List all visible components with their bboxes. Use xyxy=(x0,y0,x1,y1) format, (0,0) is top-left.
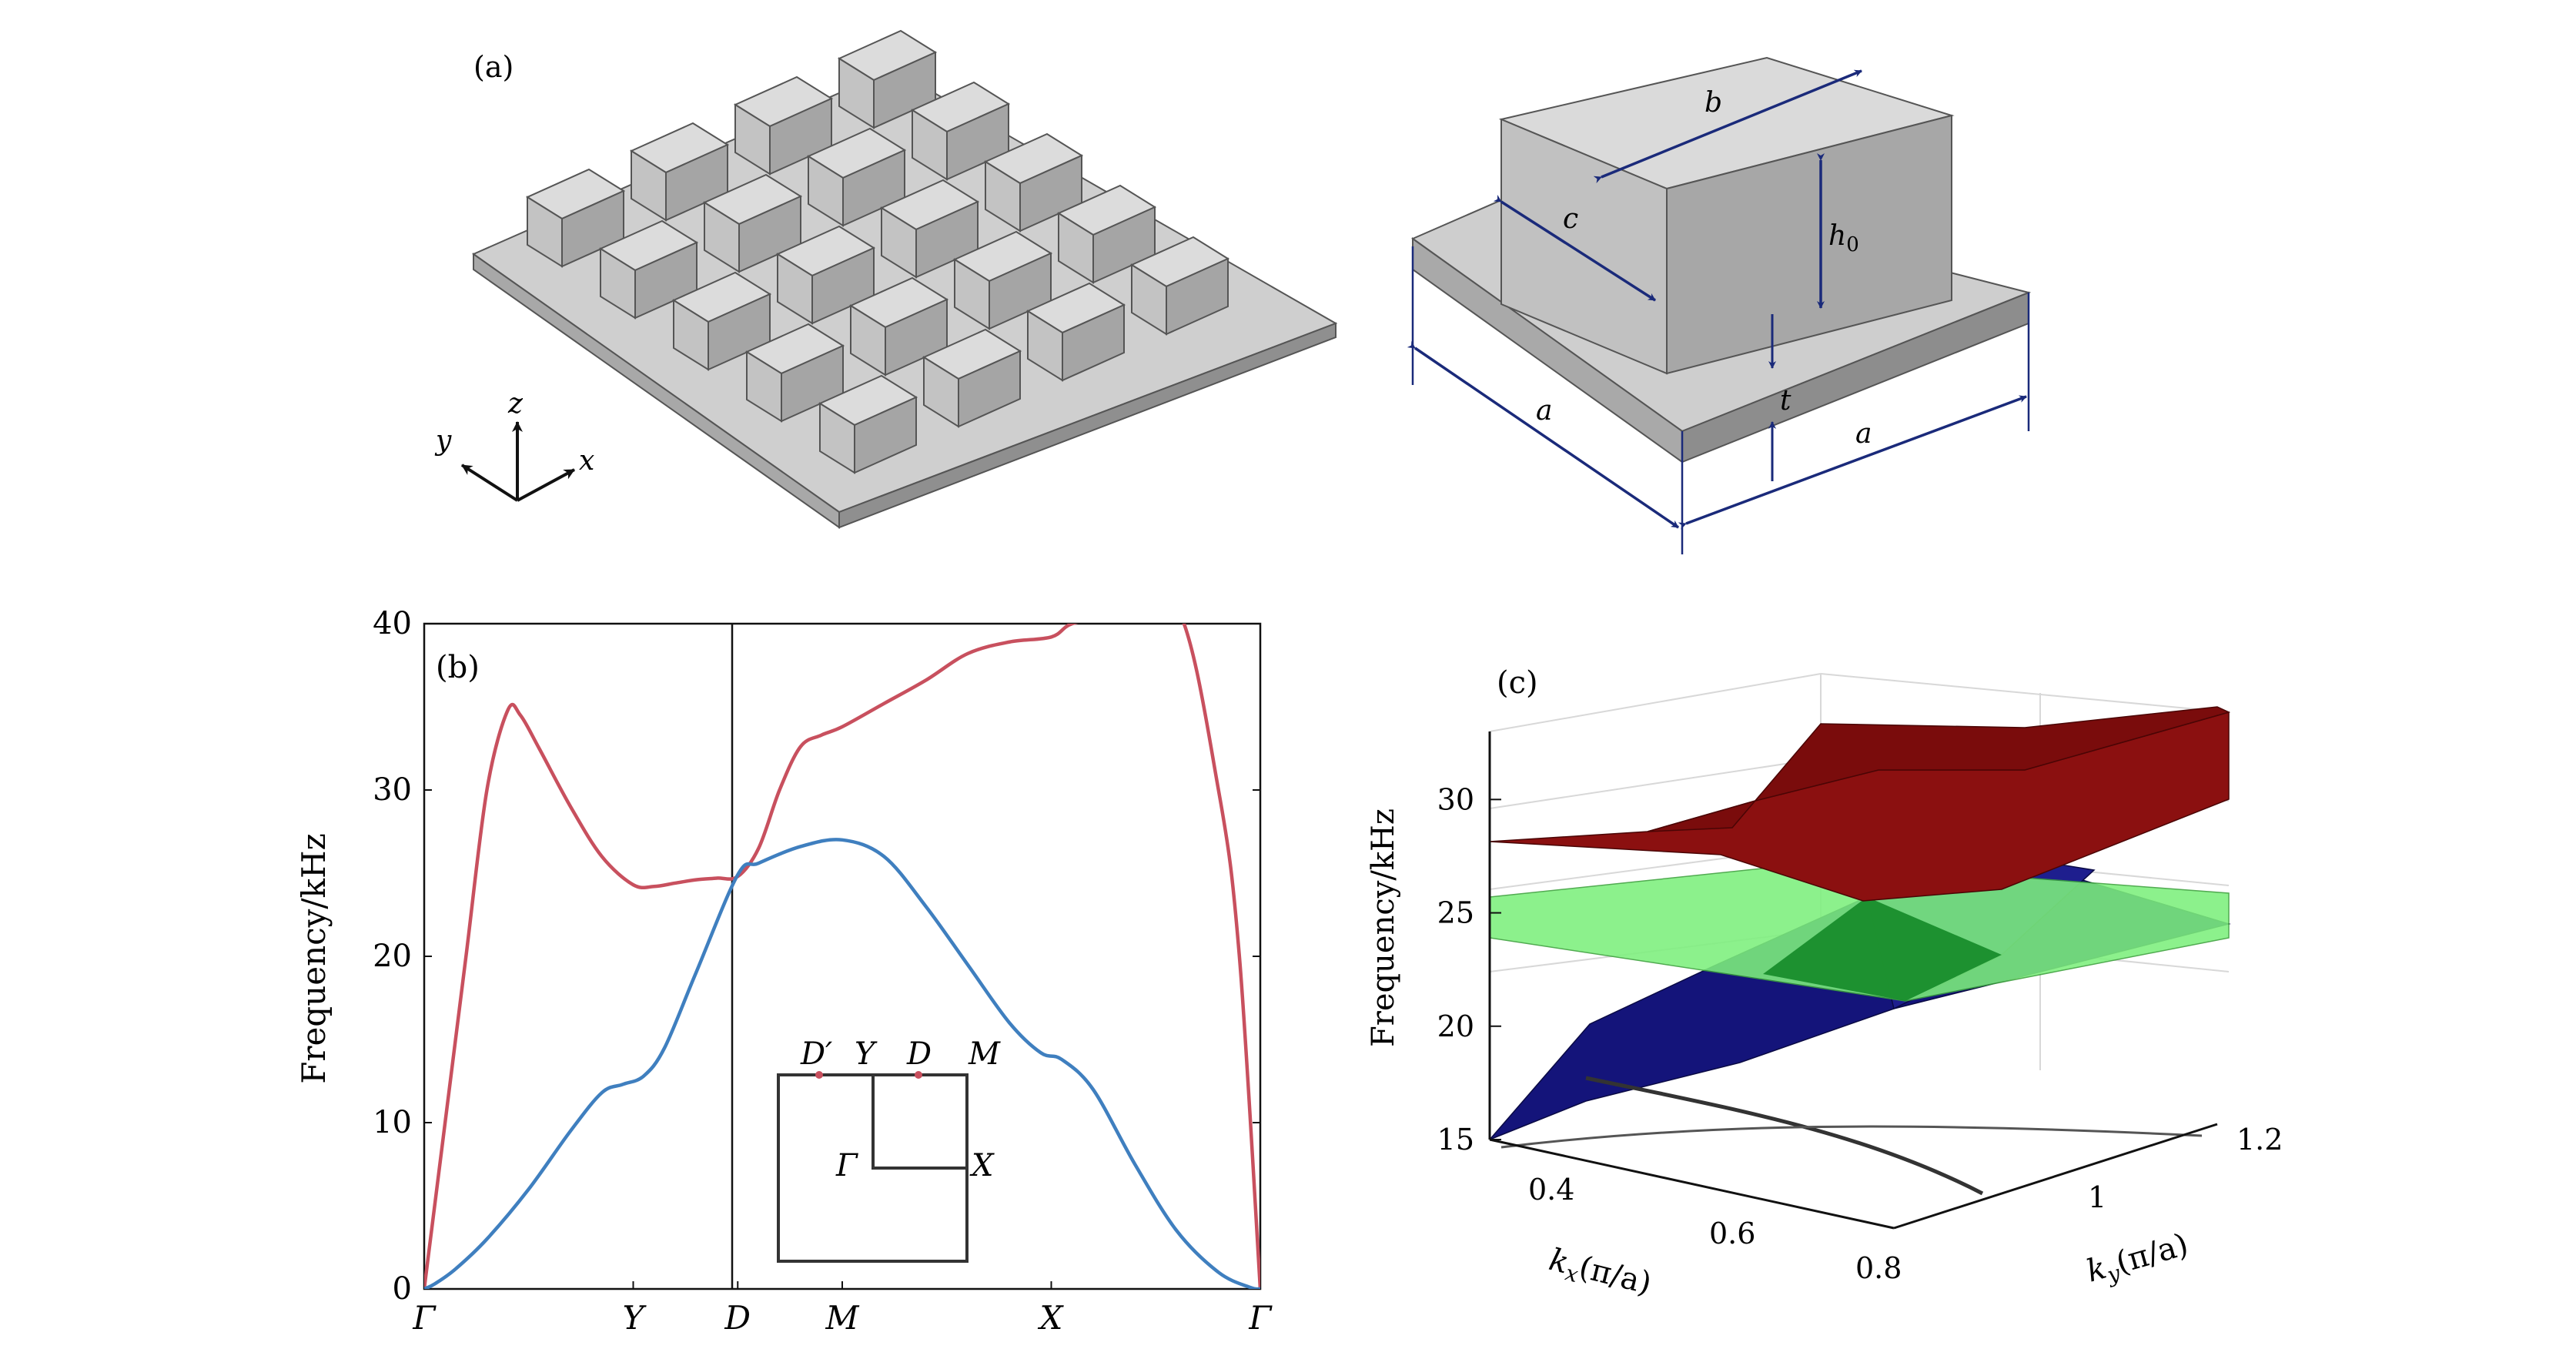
array-block xyxy=(806,127,907,227)
y-axis-label: y xyxy=(434,425,452,457)
x-tick-label: Γ xyxy=(1248,1299,1273,1337)
array-block xyxy=(910,81,1011,181)
array-block xyxy=(1129,236,1230,336)
series-lower-band xyxy=(424,838,1260,1289)
x-tick-label: X xyxy=(1038,1299,1065,1337)
inset-label-m: M xyxy=(968,1036,1001,1072)
y-ticks-b: 0 10 20 30 40 xyxy=(373,606,1260,1307)
y-tick-label: 20 xyxy=(373,939,412,974)
x-tick-label: M xyxy=(825,1299,859,1337)
z-tick-label: 15 xyxy=(1437,1123,1474,1157)
inset-label-y: Y xyxy=(855,1036,878,1072)
curve-lower-band-2 xyxy=(1500,1125,2203,1149)
kx-tick-0.4: 0.4 xyxy=(1528,1173,1574,1207)
z-axis-label: z xyxy=(507,388,524,420)
x-tick-label: D xyxy=(724,1299,751,1337)
block-array xyxy=(525,29,1230,474)
x-axis-label: x xyxy=(579,445,594,477)
panel-a: (a) z y x b c xyxy=(434,29,2032,554)
inset-marker-d-prime xyxy=(815,1071,823,1079)
series-b xyxy=(424,624,1260,1289)
y-axis-title-b: Frequency/kHz xyxy=(295,833,333,1084)
dim-t-label: t xyxy=(1780,385,1791,417)
inset-brillouin-zone: D′ Y D M Γ X xyxy=(777,1036,1001,1263)
ky-axis-title: ky(π/a) xyxy=(2083,1227,2193,1293)
z-tick-label: 30 xyxy=(1437,782,1474,816)
panel-c-label: (c) xyxy=(1497,665,1538,701)
y-tick-label: 0 xyxy=(393,1271,412,1307)
dim-a-right-arrow xyxy=(1678,395,2027,530)
dim-b-arrow xyxy=(1593,69,1862,184)
dim-b-label: b xyxy=(1705,87,1722,119)
array-block xyxy=(775,225,876,325)
panel-b-label: (b) xyxy=(436,650,480,685)
inset-label-x: X xyxy=(969,1148,995,1183)
z-axis-title-c: Frequency/kHz xyxy=(1366,808,1401,1047)
array-block xyxy=(952,230,1053,330)
array-block xyxy=(525,168,626,268)
inset-marker-d xyxy=(915,1071,922,1079)
y-axis-arrow xyxy=(460,464,519,502)
axes-triad: z y x xyxy=(434,388,594,502)
array-block xyxy=(818,374,918,474)
x-tick-label: Y xyxy=(623,1299,647,1337)
array-block xyxy=(922,328,1022,428)
surface-green-dark-overlap xyxy=(1763,897,2002,1001)
array-block xyxy=(879,179,980,279)
ky-tick-1.2: 1.2 xyxy=(2236,1123,2283,1157)
kx-tick-0.8: 0.8 xyxy=(1855,1251,1902,1285)
array-block xyxy=(671,271,772,371)
plate-array xyxy=(471,29,1338,529)
array-block xyxy=(744,323,845,423)
dim-a-right-label: a xyxy=(1855,418,1872,450)
curve-lower-band xyxy=(1585,1076,1984,1196)
array-block xyxy=(983,132,1084,233)
array-block xyxy=(1056,184,1157,284)
inset-path xyxy=(871,1075,967,1170)
plot-b-frame xyxy=(423,622,1262,1290)
x-axis-arrow xyxy=(517,468,575,502)
array-block xyxy=(629,122,730,222)
inset-label-d: D xyxy=(906,1036,932,1072)
kx-tick-0.6: 0.6 xyxy=(1709,1217,1755,1250)
surface-red-top xyxy=(1647,706,2231,832)
array-block xyxy=(733,75,834,176)
y-tick-label: 10 xyxy=(373,1105,412,1140)
z-tick-label: 25 xyxy=(1437,896,1474,930)
array-block xyxy=(848,276,949,377)
plate-front-right xyxy=(838,322,1337,529)
inset-label-d-prime: D′ xyxy=(800,1036,832,1072)
dim-a-left-arrow xyxy=(1407,340,1679,529)
x-tick-label: Γ xyxy=(412,1299,437,1337)
z-tick-label: 20 xyxy=(1437,1009,1474,1043)
ky-tick-1.0: 1 xyxy=(2088,1180,2106,1214)
panel-a-label: (a) xyxy=(473,50,514,84)
inset-label-gamma: Γ xyxy=(835,1148,858,1183)
dim-c-label: c xyxy=(1563,203,1578,235)
y-tick-label: 30 xyxy=(373,772,412,808)
unit-cell: b c h0 t a a xyxy=(1407,56,2032,554)
array-block xyxy=(702,173,803,273)
array-block xyxy=(598,219,699,320)
y-tick-label: 40 xyxy=(373,606,412,641)
kx-axis-title: kx(π/a) xyxy=(1544,1242,1654,1305)
dim-c-arrow xyxy=(1493,194,1656,302)
series-upper-band xyxy=(424,624,1260,1289)
dim-a-left-label: a xyxy=(1536,395,1552,427)
z-ticks-c: 15 20 25 30 xyxy=(1437,782,1501,1157)
array-block xyxy=(1025,282,1126,382)
dim-h0-label: h0 xyxy=(1828,220,1859,256)
